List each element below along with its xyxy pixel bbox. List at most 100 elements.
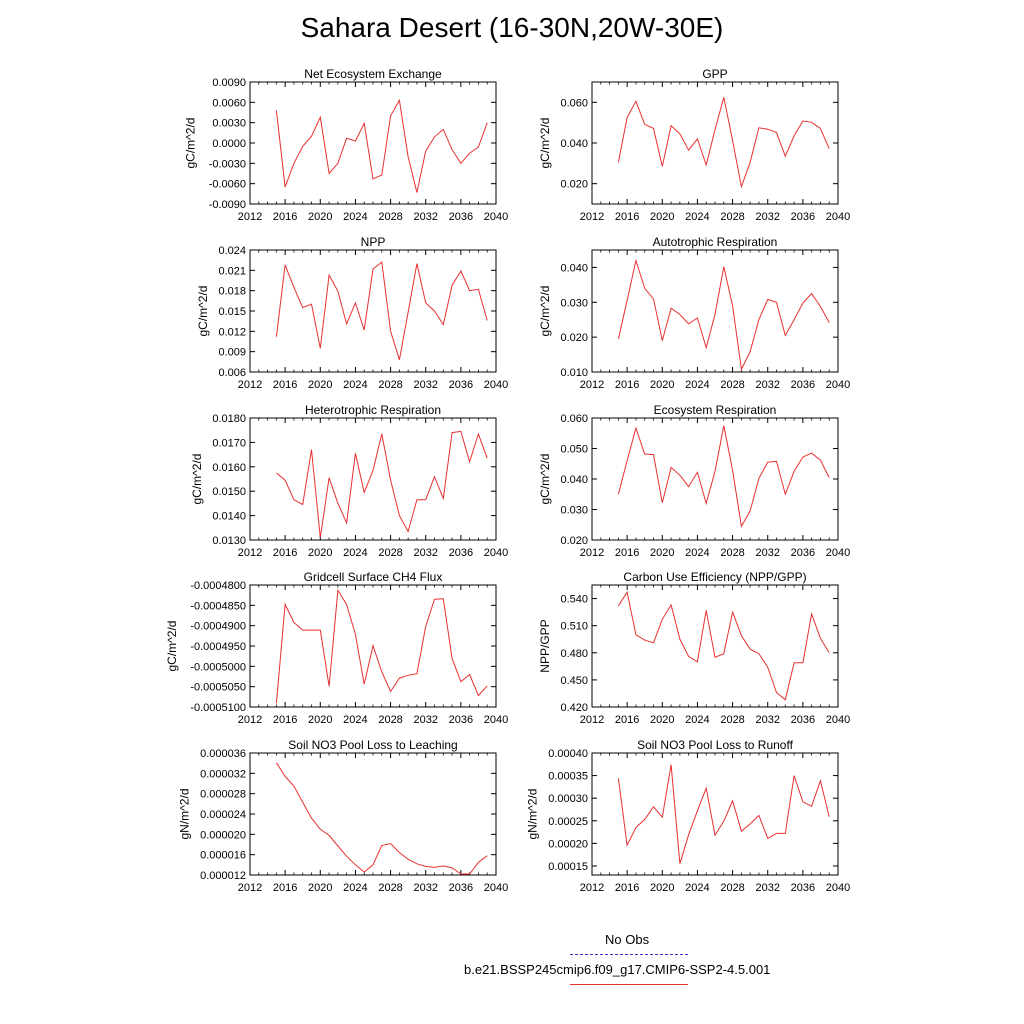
panel-2: GPP 2012 2016 2020 2024 2028 2032 2036 2040 0.020…	[538, 67, 850, 223]
y-tick-label: 0.030	[560, 505, 588, 517]
figure-title: Sahara Desert (16-30N,20W-30E)	[300, 12, 724, 43]
x-tick-label: 2028	[720, 882, 744, 894]
y-axis-label: gN/m^2/d	[526, 789, 540, 840]
panel-1: Net Ecosystem Exchange 2012 2016 2020 2024 20…	[184, 67, 509, 223]
series-line	[617, 97, 830, 189]
panel-title: Autotrophic Respiration	[653, 235, 778, 249]
x-tick-label: 2040	[826, 547, 850, 559]
series-line	[275, 588, 488, 704]
y-tick-label: 0.0000	[212, 138, 246, 150]
series-line	[617, 590, 830, 701]
x-tick-label: 2016	[273, 714, 297, 726]
y-tick-label: 0.00025	[548, 816, 588, 828]
x-tick-label: 2028	[378, 547, 402, 559]
y-tick-label: 0.0150	[212, 486, 246, 498]
x-tick-label: 2020	[308, 882, 332, 894]
panel-title: Soil NO3 Pool Loss to Runoff	[637, 738, 794, 752]
x-tick-label: 2032	[413, 882, 437, 894]
panel-title: Carbon Use Efficiency (NPP/GPP)	[623, 570, 806, 584]
x-tick-label: 2024	[343, 882, 367, 894]
plot-frame	[249, 81, 497, 205]
x-tick-label: 2012	[238, 211, 262, 223]
y-tick-label: 0.000016	[200, 850, 246, 862]
y-tick-label: -0.0005100	[190, 702, 246, 714]
y-tick-label: 0.060	[560, 97, 588, 109]
x-tick-label: 2024	[343, 211, 367, 223]
y-tick-label: 0.510	[560, 621, 588, 633]
y-tick-label: 0.009	[218, 347, 246, 359]
y-tick-label: 0.000020	[200, 829, 246, 841]
y-tick-label: 0.000036	[200, 748, 246, 760]
x-tick-label: 2040	[484, 379, 508, 391]
y-tick-label: 0.0130	[212, 535, 246, 547]
y-tick-label: -0.0005000	[190, 661, 246, 673]
panel-10: Soil NO3 Pool Loss to Runoff 2012 2016 2020…	[526, 738, 851, 894]
panel-7: Gridcell Surface CH4 Flux 2012 2016 2020 202…	[165, 570, 508, 726]
y-tick-label: 0.015	[218, 306, 246, 318]
y-tick-label: -0.0004800	[190, 580, 246, 592]
x-tick-label: 2012	[238, 379, 262, 391]
x-tick-label: 2024	[343, 379, 367, 391]
panel-3: NPP 2012 2016 2020 2024 2028 2032 2036 2040 0.006…	[196, 235, 508, 391]
x-tick-label: 2020	[308, 714, 332, 726]
x-tick-label: 2016	[273, 211, 297, 223]
x-tick-label: 2016	[615, 547, 639, 559]
x-tick-label: 2016	[615, 882, 639, 894]
plot-frame	[591, 249, 839, 373]
legend-model-line	[570, 984, 688, 985]
x-tick-label: 2032	[413, 714, 437, 726]
plot-frame	[249, 417, 497, 541]
panel-8: Carbon Use Efficiency (NPP/GPP) 2012 2016 2…	[538, 570, 850, 726]
series-line	[617, 764, 830, 864]
panel-title: Soil NO3 Pool Loss to Leaching	[288, 738, 457, 752]
x-tick-label: 2032	[755, 379, 779, 391]
series-line	[275, 762, 488, 875]
panel-title: NPP	[361, 235, 386, 249]
x-tick-label: 2040	[826, 882, 850, 894]
series-line	[276, 430, 488, 538]
y-tick-label: 0.000012	[200, 870, 246, 882]
x-tick-label: 2040	[826, 211, 850, 223]
panel-title: Ecosystem Respiration	[654, 403, 777, 417]
y-tick-label: 0.450	[560, 675, 588, 687]
x-tick-label: 2020	[650, 714, 674, 726]
x-tick-label: 2036	[791, 379, 815, 391]
y-tick-label: 0.0030	[212, 118, 246, 130]
y-tick-label: 0.040	[560, 138, 588, 150]
y-axis-label: NPP/GPP	[538, 619, 552, 672]
plot-frame	[591, 417, 839, 541]
x-tick-label: 2040	[484, 211, 508, 223]
y-tick-label: -0.0004850	[190, 600, 246, 612]
x-tick-label: 2012	[580, 882, 604, 894]
x-tick-label: 2032	[755, 714, 779, 726]
panel-5: Heterotrophic Respiration 2012 2016 2020 202…	[190, 403, 508, 559]
x-tick-label: 2036	[791, 714, 815, 726]
y-tick-label: 0.018	[218, 286, 246, 298]
x-tick-label: 2020	[308, 379, 332, 391]
x-tick-label: 2024	[685, 379, 709, 391]
y-tick-label: 0.024	[218, 245, 246, 257]
y-tick-label: 0.020	[560, 332, 588, 344]
y-tick-label: -0.0060	[209, 179, 246, 191]
x-tick-label: 2032	[413, 379, 437, 391]
x-tick-label: 2040	[826, 714, 850, 726]
y-tick-label: 0.0160	[212, 462, 246, 474]
x-tick-label: 2016	[615, 379, 639, 391]
legend-model-label: b.e21.BSSP245cmip6.f09_g17.CMIP6-SSP2-4.…	[464, 962, 771, 977]
x-tick-label: 2028	[720, 547, 744, 559]
panel-title: GPP	[702, 67, 727, 81]
y-tick-label: 0.000028	[200, 789, 246, 801]
y-tick-label: 0.00035	[548, 771, 588, 783]
y-axis-label: gC/m^2/d	[538, 118, 552, 169]
y-axis-label: gC/m^2/d	[538, 454, 552, 505]
series-line	[275, 261, 488, 360]
series-line	[617, 425, 830, 528]
x-tick-label: 2032	[413, 211, 437, 223]
y-axis-label: gC/m^2/d	[196, 286, 210, 337]
x-tick-label: 2032	[413, 547, 437, 559]
x-tick-label: 2032	[755, 882, 779, 894]
y-tick-label: -0.0004900	[190, 621, 246, 633]
x-tick-label: 2028	[378, 714, 402, 726]
